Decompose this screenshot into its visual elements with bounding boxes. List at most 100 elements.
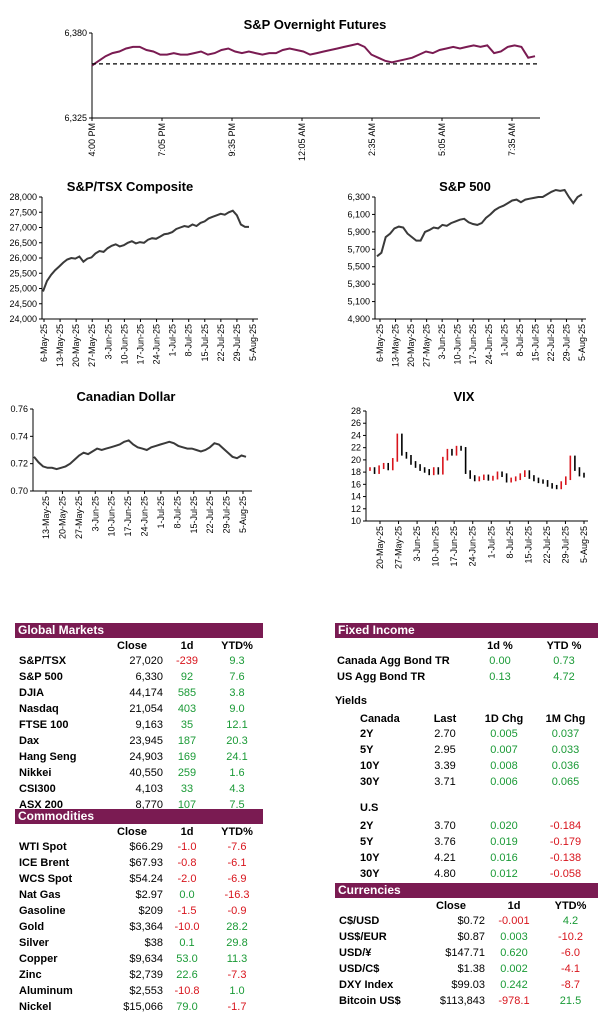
- chart-title: Canadian Dollar: [77, 389, 176, 404]
- commodities-panel: Commodities Close 1d YTD% WTI Spot $66.29…: [15, 809, 263, 1015]
- x-tick-label: 10-Jun-25: [453, 324, 463, 365]
- x-tick-label: 8-Jul-25: [515, 324, 525, 357]
- y-tick-label: 5,900: [347, 227, 370, 237]
- change-1d-cell: -10.8: [174, 985, 200, 997]
- close-cell: 8,770: [135, 799, 163, 811]
- close-cell: 4,103: [135, 783, 163, 795]
- x-tick-label: 24-Jun-25: [468, 526, 478, 567]
- ytd-cell: -0.9: [227, 905, 247, 917]
- x-tick-label: 15-Jul-25: [189, 496, 199, 534]
- change-1d-cell: 35: [180, 719, 194, 731]
- y-tick-label: 0.74: [10, 431, 28, 441]
- change-1d-cell: 0.1: [179, 937, 195, 949]
- table-row: US$/EUR $0.87 0.003 -10.2: [335, 929, 598, 945]
- ytd-cell: 9.0: [229, 703, 245, 715]
- fixed-income-panel: Fixed Income 1d % YTD % Canada Agg Bond …: [335, 623, 598, 882]
- row-label: 30Y: [360, 868, 380, 880]
- x-tick-label: 13-May-25: [55, 324, 65, 367]
- x-tick-label: 10-Jun-25: [431, 526, 441, 567]
- change-1d-cell: 169: [177, 751, 197, 763]
- table-row: Nasdaq 21,054 403 9.0: [15, 701, 263, 717]
- row-label: DJIA: [19, 687, 45, 699]
- close-cell: $38: [144, 937, 163, 949]
- x-tick-label: 24-Jun-25: [484, 324, 494, 365]
- change-1d-cell: 0.00: [489, 655, 511, 667]
- close-cell: $113,843: [439, 995, 485, 1007]
- chart-title: S&P Overnight Futures: [244, 17, 387, 32]
- row-label: S&P 500: [19, 671, 63, 683]
- ytd-cell: 4.72: [553, 671, 575, 683]
- row-label: Bitcoin US$: [339, 995, 401, 1007]
- change-1d-cell: 585: [177, 687, 197, 699]
- x-tick-label: 17-Jun-25: [468, 324, 478, 365]
- x-tick-label: 7:05 PM: [157, 123, 167, 157]
- row-label: Nasdaq: [19, 703, 59, 715]
- y-tick-label: 25,000: [9, 284, 37, 294]
- table-row: Nickel $15,066 79.0 -1.7: [15, 999, 263, 1015]
- x-tick-label: 22-Jul-25: [216, 324, 226, 362]
- change-1d-cell: 403: [177, 703, 197, 715]
- col-ytd: YTD%: [554, 899, 587, 912]
- x-tick-label: 27-May-25: [74, 496, 84, 539]
- table-row: 2Y 3.70 0.020 -0.184: [335, 818, 598, 834]
- y-tick-label: 16: [351, 479, 361, 489]
- ytd-cell: 3.8: [229, 687, 245, 699]
- col-close: Close: [436, 899, 466, 912]
- ytd-cell: 20.3: [226, 735, 248, 747]
- ytd-cell: 1.6: [229, 767, 245, 779]
- currencies-header: Currencies: [335, 883, 598, 898]
- change-1d-cell: 0.019: [490, 836, 518, 848]
- row-label: 30Y: [360, 776, 380, 788]
- series-line: [33, 439, 247, 471]
- col-ytd: YTD%: [221, 639, 253, 652]
- last-cell: 3.71: [434, 776, 456, 788]
- x-tick-label: 4:00 PM: [87, 123, 97, 157]
- y-tick-label: 27,000: [9, 223, 37, 233]
- x-tick-label: 3-Jun-25: [412, 526, 422, 562]
- table-row: 2Y 2.70 0.005 0.037: [335, 726, 598, 742]
- close-cell: $1.38: [457, 963, 485, 975]
- table-row: C$/USD $0.72 -0.001 4.2: [335, 913, 598, 929]
- x-tick-label: 3-Jun-25: [103, 324, 113, 360]
- y-tick-label: 0.76: [10, 404, 28, 414]
- x-tick-label: 5-Aug-25: [577, 324, 587, 361]
- close-cell: 6,330: [135, 671, 163, 683]
- change-1m-cell: 0.065: [551, 776, 580, 788]
- ytd-cell: -16.3: [224, 889, 250, 901]
- close-cell: 21,054: [129, 703, 163, 715]
- table-row: 10Y 3.39 0.008 0.036: [335, 758, 598, 774]
- series-line: [42, 209, 249, 292]
- ytd-cell: -6.9: [227, 873, 247, 885]
- change-1d-cell: 0.005: [490, 728, 518, 740]
- x-tick-label: 22-Jul-25: [205, 496, 215, 534]
- x-tick-label: 15-Jul-25: [530, 324, 540, 362]
- table-row: Copper $9,634 53.0 11.3: [15, 951, 263, 967]
- y-tick-label: 24,000: [9, 314, 37, 324]
- row-label: Nat Gas: [19, 889, 61, 901]
- x-tick-label: 15-Jul-25: [200, 324, 210, 362]
- row-label: WCS Spot: [19, 873, 73, 885]
- change-1m-cell: -0.184: [549, 820, 582, 832]
- x-tick-label: 3-Jun-25: [90, 496, 100, 532]
- ytd-cell: 0.73: [553, 655, 575, 667]
- ytd-cell: -8.7: [561, 979, 580, 991]
- change-1m-cell: 0.036: [551, 760, 580, 772]
- table-row: Canada Agg Bond TR 0.00 0.73: [335, 653, 598, 669]
- change-1d-cell: 79.0: [176, 1001, 198, 1013]
- col-1d: 1d: [180, 825, 194, 838]
- ytd-cell: -6.0: [561, 947, 580, 959]
- close-cell: 23,945: [129, 735, 163, 747]
- change-1d-cell: 33: [180, 783, 194, 795]
- table-row: Hang Seng 24,903 169 24.1: [15, 749, 263, 765]
- table-row: 30Y 4.80 0.012 -0.058: [335, 866, 598, 882]
- change-1d-cell: 259: [177, 767, 197, 779]
- col-close: Close: [117, 639, 147, 652]
- col-1m-chg: 1M Chg: [545, 712, 586, 725]
- change-1d-cell: -10.0: [174, 921, 200, 933]
- close-cell: $67.93: [129, 857, 163, 869]
- x-tick-label: 24-Jun-25: [152, 324, 162, 365]
- change-1d-cell: 92: [180, 671, 194, 683]
- chart-title: S&P 500: [439, 179, 491, 194]
- x-tick-label: 20-May-25: [375, 526, 385, 569]
- col-close: Close: [117, 825, 147, 838]
